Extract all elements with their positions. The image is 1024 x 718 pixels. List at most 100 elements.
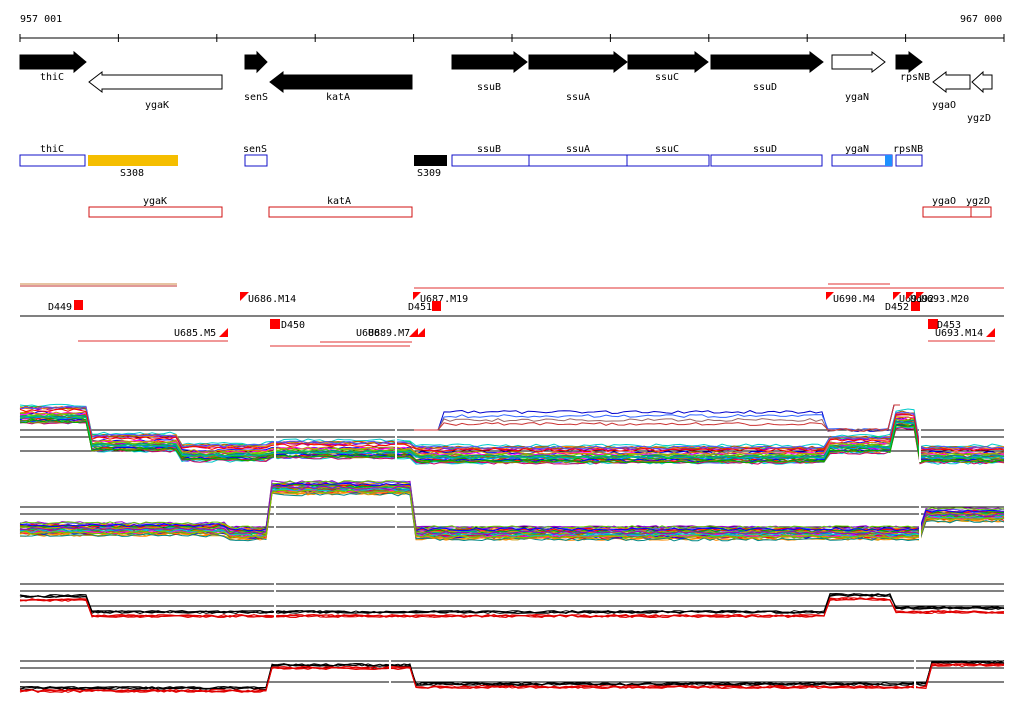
coordinate-ruler: 957 001 967 000 [19,14,1005,42]
expression-trace [19,488,1005,537]
fwd-box-ygaN-mark [885,155,892,166]
segment-label-U692: U692 [910,294,934,305]
gene-arrow-ygzD[interactable]: ygzD [967,70,993,124]
rev-label-ygaO: ygaO [932,196,956,207]
expression-trace [414,404,900,432]
expression-panel-1 [19,403,1005,465]
fwd-label-ssuB: ssuB [477,144,501,155]
expression-trace [19,480,1005,530]
expression-panel-4 [19,658,1005,700]
expression-trace [19,660,1005,690]
fwd-box-ssuA[interactable] [528,154,628,167]
gene-label-ygaK: ygaK [145,100,169,111]
gene-annotation-track: thiC ygaK senS katA ssuB ssuA ssuC ssuD [19,50,993,124]
segment-label-U689.M7: U689.M7 [368,328,410,339]
gene-arrow-ygaK[interactable]: ygaK [88,70,223,111]
expression-trace [19,660,1005,691]
gene-arrow-ssuB[interactable]: ssuB [451,50,528,93]
gene-arrow-senS[interactable]: senS [244,50,268,103]
gene-arrow-thiC[interactable]: thiC [19,50,87,83]
fwd-box-ssuC[interactable] [626,154,710,167]
expression-trace [19,405,1005,450]
segment-mark-U688[interactable] [409,328,418,337]
segment-label-D451: D451 [408,302,432,313]
segment-label-U688: U688 [356,328,380,339]
rev-box-ygaO[interactable] [922,206,972,218]
reverse-strand-track: ygaK katA ygaO ygzD [88,196,992,218]
segment-mark-U692[interactable] [906,292,914,300]
gene-arrow-rpsNB[interactable]: rpsNB [895,50,930,83]
rev-box-ygzD[interactable] [970,206,992,218]
fwd-box-S308[interactable] [88,155,178,166]
fwd-box-ssuD[interactable] [710,154,823,167]
segment-label-U686.M14: U686.M14 [248,294,296,305]
expression-trace [19,485,1005,535]
segment-mark-U685.M5[interactable] [219,328,228,337]
rev-label-ygzD: ygzD [966,196,990,207]
segment-mark-U689.M7[interactable] [416,328,425,337]
gene-arrow-ygaO[interactable]: ygaO [932,70,971,111]
gene-arrow-ssuA[interactable]: ssuA [528,50,628,103]
segment-mark-U693.M14[interactable] [986,328,995,337]
expression-trace [19,596,1005,619]
expression-trace [19,490,1005,540]
fwd-label-ssuA: ssuA [566,144,590,155]
expression-trace [414,404,900,433]
expression-trace [19,482,1005,532]
expression-trace [19,414,1005,459]
gene-label-senS: senS [244,92,268,103]
expression-trace [19,597,1005,619]
segment-label-D453: D453 [937,320,961,331]
segment-mark-D453[interactable] [928,319,938,329]
gene-label-ygaO: ygaO [932,100,956,111]
segment-mark-D452[interactable] [911,301,920,311]
fwd-box-S309[interactable] [414,155,447,166]
expression-panel-2 [19,480,1005,545]
fwd-label-ssuD: ssuD [753,144,777,155]
expression-panel-3 [19,582,1005,620]
segment-mark-D451[interactable] [432,301,441,311]
fwd-box-senS[interactable] [244,154,268,167]
gene-label-ssuD: ssuD [753,82,777,93]
segment-label-D452: D452 [885,302,909,313]
fwd-label-ygaN: ygaN [845,144,869,155]
fwd-label-S309: S309 [417,168,441,179]
segment-mark-U687.M19[interactable] [413,292,421,300]
rev-box-ygaK[interactable] [88,206,223,218]
forward-strand-track: thiC S308 senS S309 ssuB ssuA ssuC ssuD … [19,144,923,179]
expression-trace [19,415,1005,460]
segment-mark-U686.M14[interactable] [240,292,249,301]
fwd-box-rpsNB[interactable] [895,154,923,167]
expression-trace [19,483,1005,533]
expression-trace [19,408,1005,453]
fwd-box-ygaN[interactable] [831,154,893,167]
segment-label-U693.M20: U693.M20 [921,294,969,305]
gene-arrow-ssuC[interactable]: ssuC [627,50,709,83]
expression-trace [19,419,1005,464]
segment-label-D449: D449 [48,302,72,313]
segment-mark-D450[interactable] [270,319,280,329]
segment-mark-U691[interactable] [893,292,901,300]
expression-trace [414,404,900,432]
segment-label-U685.M5: U685.M5 [174,328,216,339]
segment-mark-U693.M20[interactable] [916,292,924,300]
segment-mark-U690.M4[interactable] [826,292,834,300]
segment-track: D449 U686.M14 U687.M19 D451 U690.M4 D452… [20,283,1004,347]
rev-box-katA[interactable] [268,206,413,218]
gene-arrow-ygaN[interactable]: ygaN [831,50,886,103]
fwd-label-ssuC: ssuC [655,144,679,155]
gene-arrow-katA[interactable]: katA [269,70,413,103]
segment-label-U690.M4: U690.M4 [833,294,875,305]
segment-mark-D449[interactable] [74,300,83,310]
expression-trace [19,592,1005,615]
gene-label-thiC: thiC [40,72,64,83]
fwd-label-thiC: thiC [40,144,64,155]
fwd-box-ssuB[interactable] [451,154,530,167]
segment-label-U693.M14: U693.M14 [935,328,983,339]
fwd-label-S308: S308 [120,168,144,179]
gene-arrow-ssuD[interactable]: ssuD [710,50,824,93]
expression-trace [19,663,1005,693]
fwd-box-thiC[interactable] [19,154,86,167]
